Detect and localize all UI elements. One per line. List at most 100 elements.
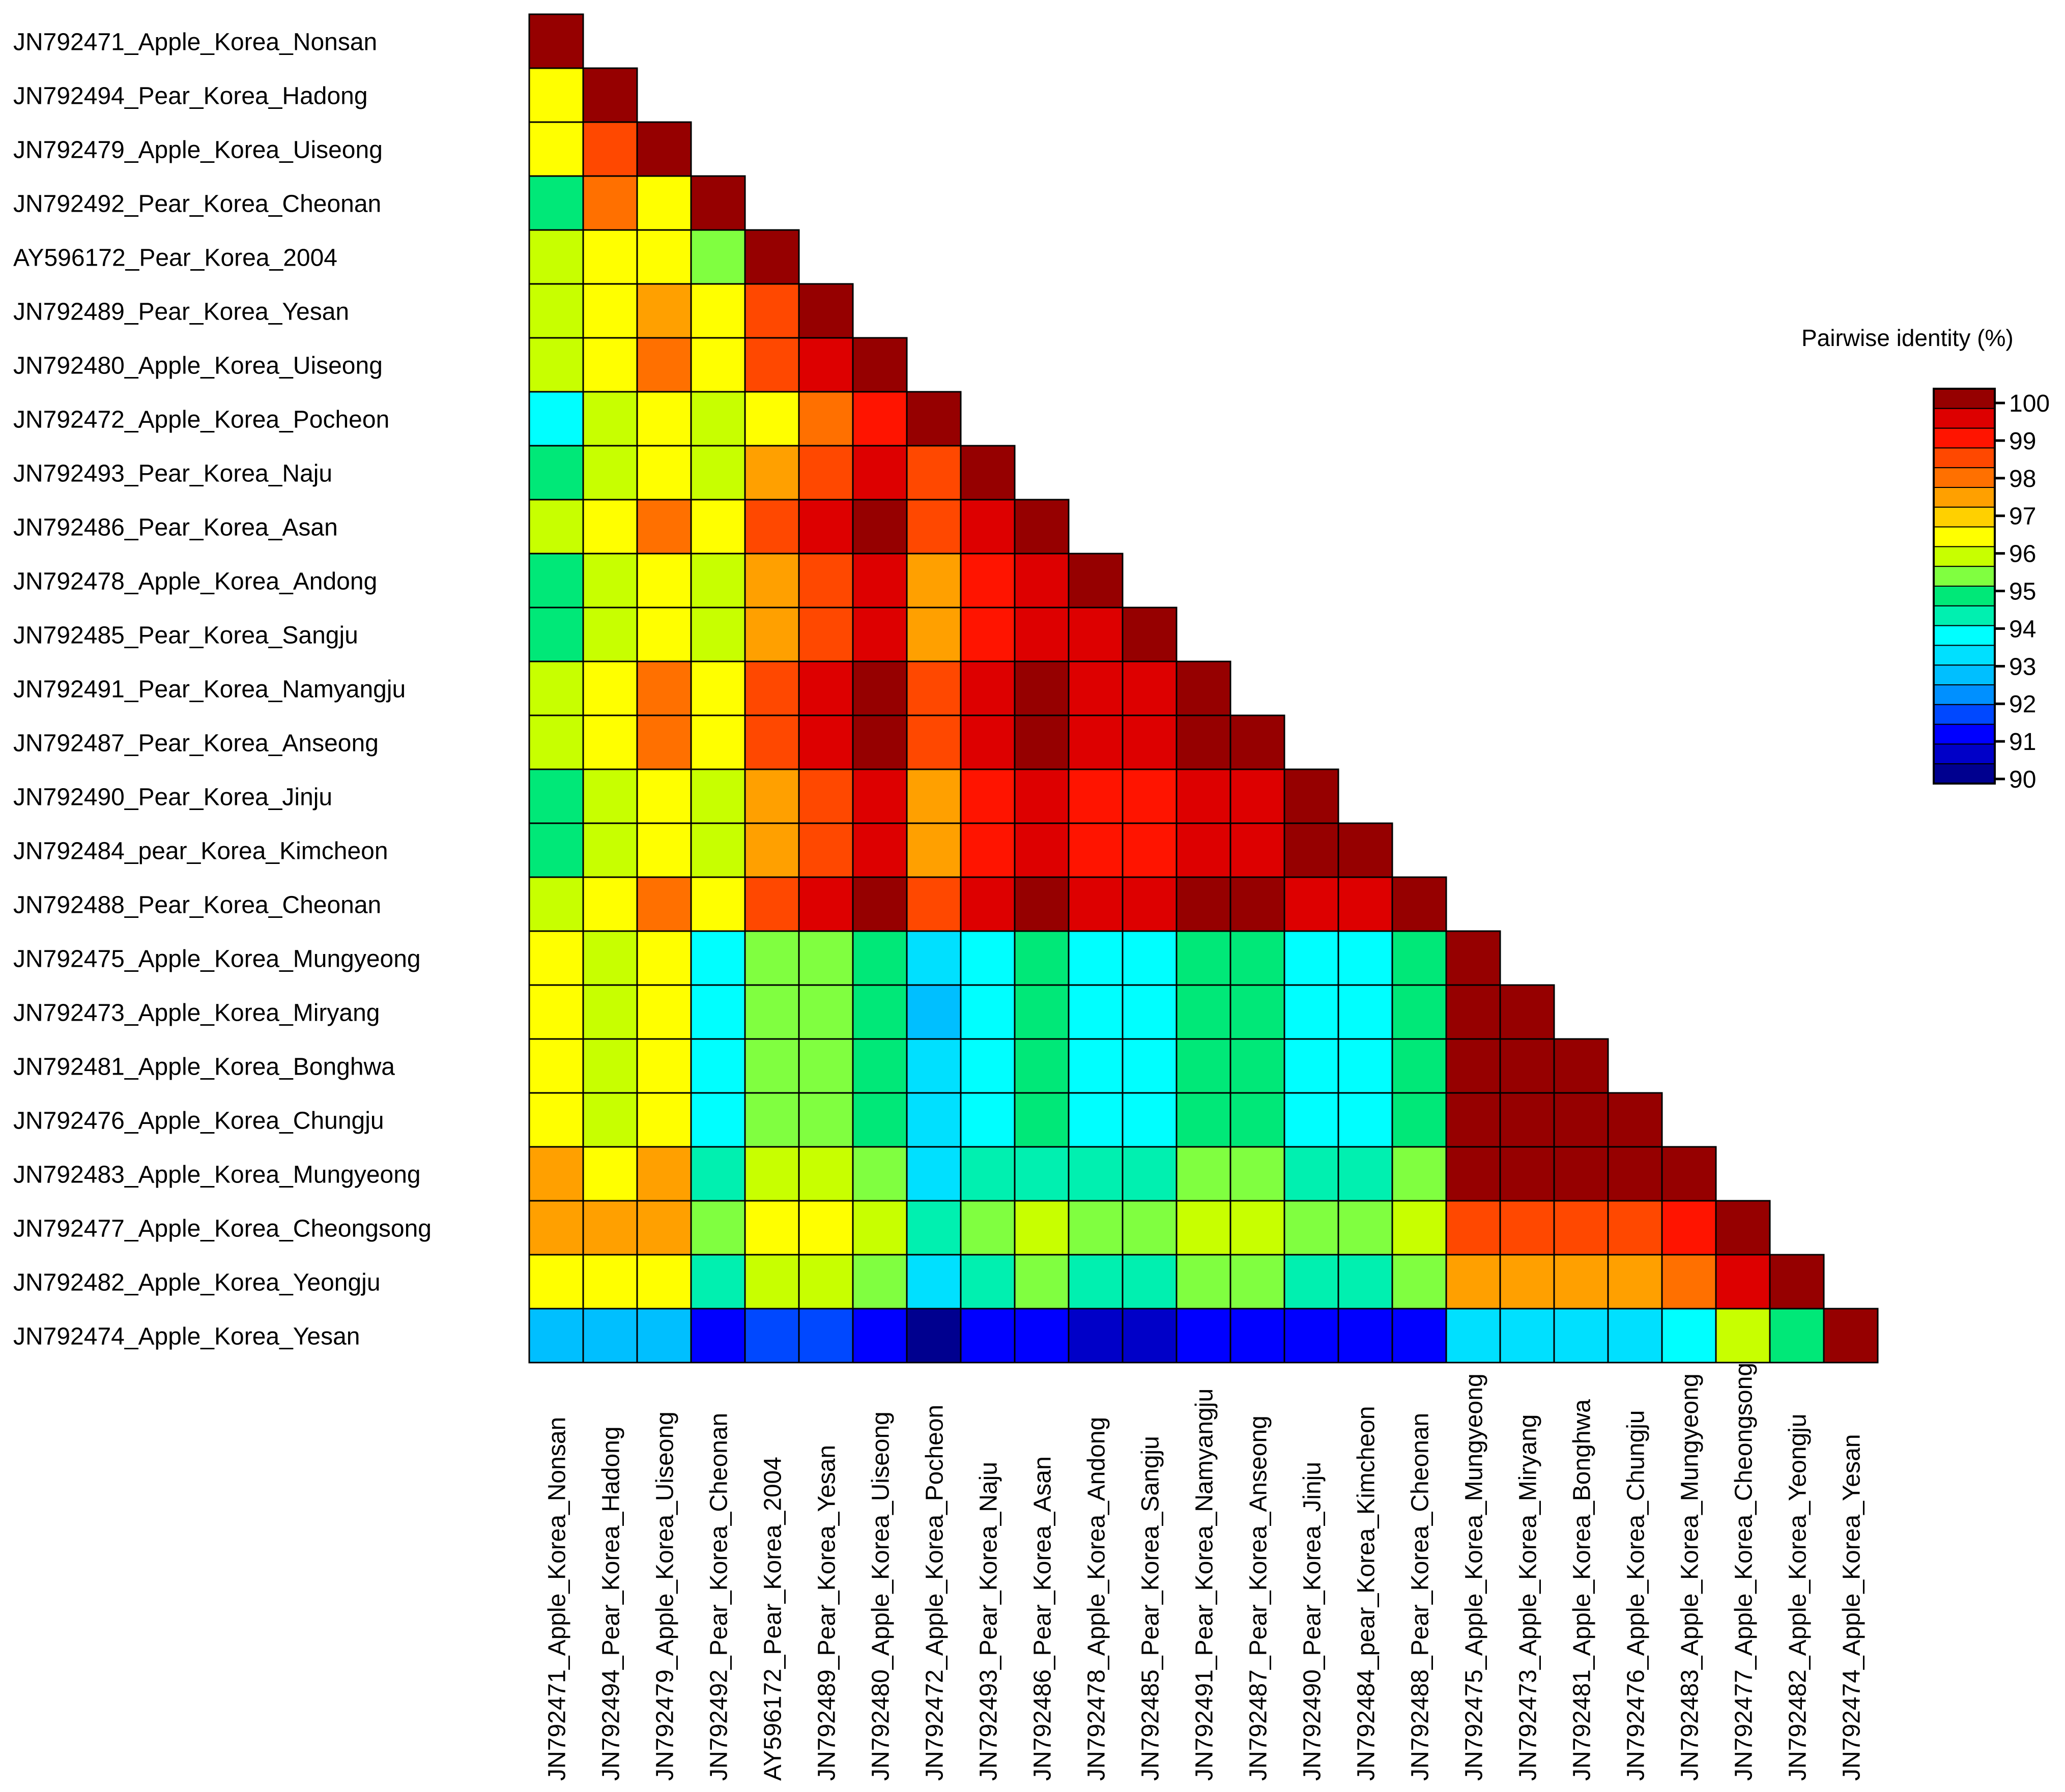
heatmap-cell — [528, 876, 584, 932]
row-label: JN792473_Apple_Korea_Miryang — [13, 999, 380, 1026]
heatmap-cell — [1175, 984, 1231, 1040]
heatmap-cell — [582, 822, 638, 878]
legend-swatch — [1933, 704, 1995, 725]
legend-tick-label: 98 — [2009, 466, 2036, 493]
heatmap-cell — [582, 768, 638, 824]
heatmap-cell — [528, 229, 584, 285]
heatmap-cell — [798, 1146, 854, 1202]
heatmap-cell — [1122, 1200, 1178, 1256]
column-label: JN792471_Apple_Korea_Nonsan — [543, 1417, 570, 1781]
heatmap-cell — [1122, 1146, 1178, 1202]
column-label: AY596172_Pear_Korea_2004 — [759, 1457, 786, 1781]
heatmap-cell — [1229, 822, 1285, 878]
heatmap-cell — [1068, 1254, 1124, 1310]
heatmap-cell — [1715, 1254, 1771, 1310]
heatmap-cell — [1068, 660, 1124, 716]
heatmap-cell — [1715, 1308, 1771, 1364]
heatmap-cell — [1175, 1146, 1231, 1202]
heatmap-cell — [1175, 714, 1231, 770]
heatmap-cell — [1607, 1308, 1663, 1364]
heatmap-cell — [690, 445, 746, 501]
heatmap-cell — [1499, 984, 1555, 1040]
heatmap-cell — [1607, 1200, 1663, 1256]
legend-tick-label: 96 — [2009, 541, 2036, 568]
heatmap-cell — [582, 1200, 638, 1256]
legend-tick-label: 100 — [2009, 390, 2050, 417]
row-label: JN792494_Pear_Korea_Hadong — [13, 82, 368, 109]
legend-tick-label: 90 — [2009, 766, 2036, 793]
heatmap-cell — [528, 1146, 584, 1202]
heatmap-cell — [960, 930, 1016, 986]
heatmap-cell — [906, 822, 962, 878]
heatmap-cell — [1229, 1200, 1285, 1256]
heatmap-cell — [852, 660, 908, 716]
heatmap-cell — [1014, 553, 1070, 609]
heatmap-cell — [1607, 1092, 1663, 1148]
heatmap-cell — [1283, 822, 1339, 878]
heatmap-cell — [1068, 876, 1124, 932]
heatmap-cell — [1014, 1254, 1070, 1310]
heatmap-cell — [960, 768, 1016, 824]
heatmap-cell — [690, 660, 746, 716]
column-label: JN792488_Pear_Korea_Cheonan — [1407, 1413, 1433, 1781]
legend-swatch — [1933, 743, 1995, 765]
heatmap-cell — [1445, 930, 1501, 986]
heatmap-cell — [528, 337, 584, 393]
heatmap-cell — [1661, 1254, 1717, 1310]
legend-title: Pairwise identity (%) — [1801, 325, 2014, 351]
heatmap-cell — [690, 175, 746, 231]
column-label: JN792482_Apple_Korea_Yeongju — [1784, 1413, 1811, 1781]
heatmap-cell — [960, 984, 1016, 1040]
heatmap-cell — [906, 445, 962, 501]
heatmap-cell — [798, 1038, 854, 1094]
row-label: JN792484_pear_Korea_Kimcheon — [13, 837, 388, 864]
heatmap-cell — [1391, 1200, 1447, 1256]
heatmap-cell — [636, 1092, 692, 1148]
legend-tick-label: 91 — [2009, 729, 2036, 756]
heatmap-cell — [744, 553, 800, 609]
heatmap-cell — [1175, 1308, 1231, 1364]
heatmap-cell — [1607, 1254, 1663, 1310]
row-label: JN792483_Apple_Korea_Mungyeong — [13, 1161, 421, 1188]
heatmap-cell — [582, 1092, 638, 1148]
heatmap-cell — [744, 606, 800, 662]
heatmap-cell — [960, 714, 1016, 770]
heatmap-cell — [1175, 876, 1231, 932]
heatmap-cell — [1283, 876, 1339, 932]
heatmap-cell — [528, 714, 584, 770]
column-label: JN792484_pear_Korea_Kimcheon — [1353, 1406, 1380, 1781]
legend-swatch — [1933, 447, 1995, 469]
heatmap-cell — [1122, 1308, 1178, 1364]
heatmap-cell — [960, 499, 1016, 555]
row-label: JN792491_Pear_Korea_Namyangju — [13, 676, 406, 703]
heatmap-cell — [852, 553, 908, 609]
heatmap-cell — [528, 1092, 584, 1148]
heatmap-cell — [852, 714, 908, 770]
heatmap-cell — [528, 283, 584, 339]
legend-tick-label: 92 — [2009, 691, 2036, 718]
legend-swatch — [1933, 586, 1995, 606]
heatmap-cell — [906, 930, 962, 986]
heatmap-cell — [906, 1092, 962, 1148]
heatmap-cell — [636, 445, 692, 501]
heatmap-cell — [906, 714, 962, 770]
legend-tick-label: 99 — [2009, 428, 2036, 455]
heatmap-cell — [582, 445, 638, 501]
heatmap-cell — [906, 1254, 962, 1310]
column-label: JN792485_Pear_Korea_Sangju — [1137, 1436, 1164, 1781]
heatmap-cell — [690, 337, 746, 393]
heatmap-cell — [744, 768, 800, 824]
heatmap-cell — [582, 1254, 638, 1310]
heatmap-cell — [636, 553, 692, 609]
heatmap-cell — [1337, 822, 1393, 878]
heatmap-cell — [798, 876, 854, 932]
heatmap-cell — [528, 1254, 584, 1310]
heatmap-cell — [960, 1200, 1016, 1256]
heatmap-cell — [852, 337, 908, 393]
heatmap-cell — [1499, 1092, 1555, 1148]
heatmap-cell — [906, 1308, 962, 1364]
heatmap-cell — [1229, 876, 1285, 932]
heatmap-cell — [636, 930, 692, 986]
row-label: AY596172_Pear_Korea_2004 — [13, 244, 337, 271]
heatmap-cell — [690, 283, 746, 339]
